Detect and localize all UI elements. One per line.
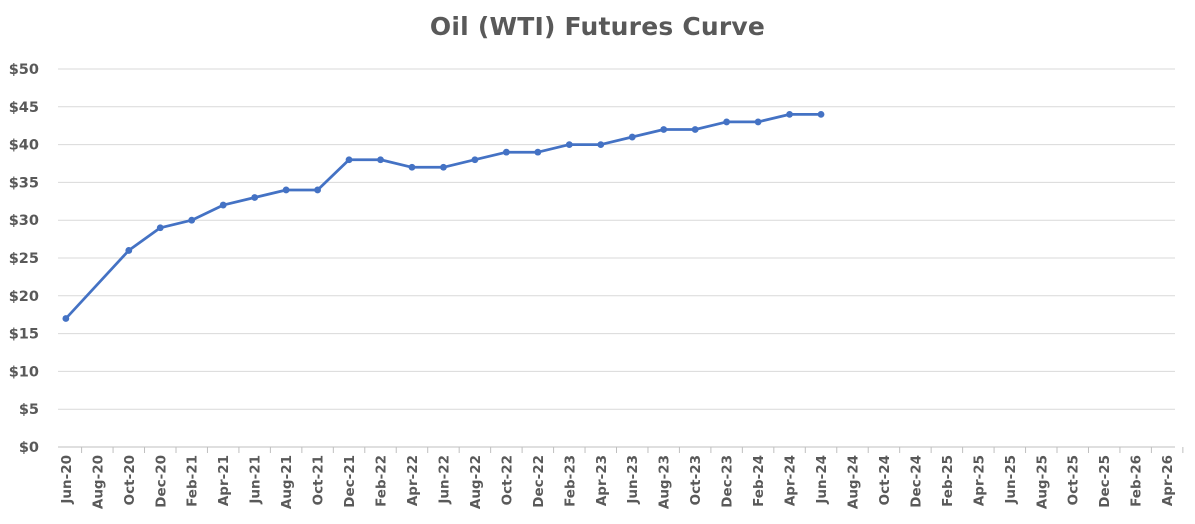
x-tick-label: Aug-23 [657,455,673,509]
x-tick-label: Oct-25 [1066,455,1082,505]
y-tick-label: $25 [9,251,39,267]
x-tick-label: Jun-22 [436,455,452,505]
x-tick-label: Dec-20 [153,455,169,508]
data-point [534,148,542,156]
y-tick-label: $0 [19,440,39,456]
y-tick-label: $5 [19,402,39,418]
data-point [817,110,825,118]
data-point [125,247,133,254]
data-point [377,156,384,164]
x-tick-label: Apr-22 [405,455,421,506]
y-tick-label: $30 [9,213,39,229]
x-tick-label: Feb-24 [751,455,767,507]
x-tick-label: Apr-24 [783,455,799,506]
x-tick-label: Oct-20 [122,455,138,505]
data-point [786,110,793,118]
y-tick-label: $45 [9,100,39,116]
x-tick-label: Aug-20 [90,455,106,509]
x-tick-label: Dec-25 [1097,455,1113,508]
x-tick-label: Aug-22 [468,455,484,509]
data-point [156,224,164,232]
data-point [314,186,321,194]
y-tick-label: $35 [9,175,39,191]
data-point [188,216,196,224]
x-tick-label: Jun-24 [814,455,830,505]
data-point [597,141,605,149]
x-tick-label: Aug-24 [845,455,861,509]
x-tick-label: Aug-25 [1034,455,1050,509]
data-point [691,126,699,133]
data-point [754,118,762,126]
x-tick-label: Feb-21 [185,455,201,507]
data-point [251,194,259,201]
x-tick-label: Dec-22 [531,455,547,508]
data-point [440,163,447,171]
data-point [565,141,573,149]
x-tick-label: Feb-26 [1129,455,1145,507]
x-tick-label: Apr-21 [216,455,232,506]
x-tick-label: Oct-22 [499,455,515,505]
data-point [628,133,636,141]
y-tick-label: $15 [9,327,39,343]
y-tick-label: $20 [9,289,39,305]
x-tick-label: Apr-23 [594,455,610,506]
x-tick-label: Dec-24 [908,455,924,508]
data-point [345,156,353,164]
x-tick-label: Oct-24 [877,455,893,505]
data-point [219,201,227,209]
data-point [660,126,668,133]
x-tick-label: Oct-21 [311,455,327,505]
data-point [723,118,731,126]
data-point [408,163,416,171]
x-tick-label: Jun-21 [248,455,264,505]
x-tick-label: Apr-25 [971,455,987,506]
x-tick-label: Jun-23 [625,455,641,505]
x-tick-label: Dec-21 [342,455,358,508]
x-tick-label: Oct-23 [688,455,704,505]
y-tick-label: $10 [9,364,39,380]
data-point [62,315,70,322]
series-line [64,113,823,320]
y-tick-label: $40 [9,138,39,154]
data-point [471,156,479,164]
x-tick-label: Feb-22 [374,455,390,507]
data-point [502,148,510,156]
x-tick-label: Jun-25 [1003,455,1019,505]
y-tick-label: $50 [9,62,39,78]
x-tick-label: Apr-26 [1160,455,1176,506]
x-tick-label: Aug-21 [279,455,295,509]
x-tick-label: Dec-23 [720,455,736,508]
chart-title: Oil (WTI) Futures Curve [429,12,766,41]
x-tick-label: Feb-25 [940,455,956,507]
x-tick-label: Feb-23 [562,455,578,507]
x-tick-label: Jun-20 [59,455,75,505]
data-point [282,186,290,194]
